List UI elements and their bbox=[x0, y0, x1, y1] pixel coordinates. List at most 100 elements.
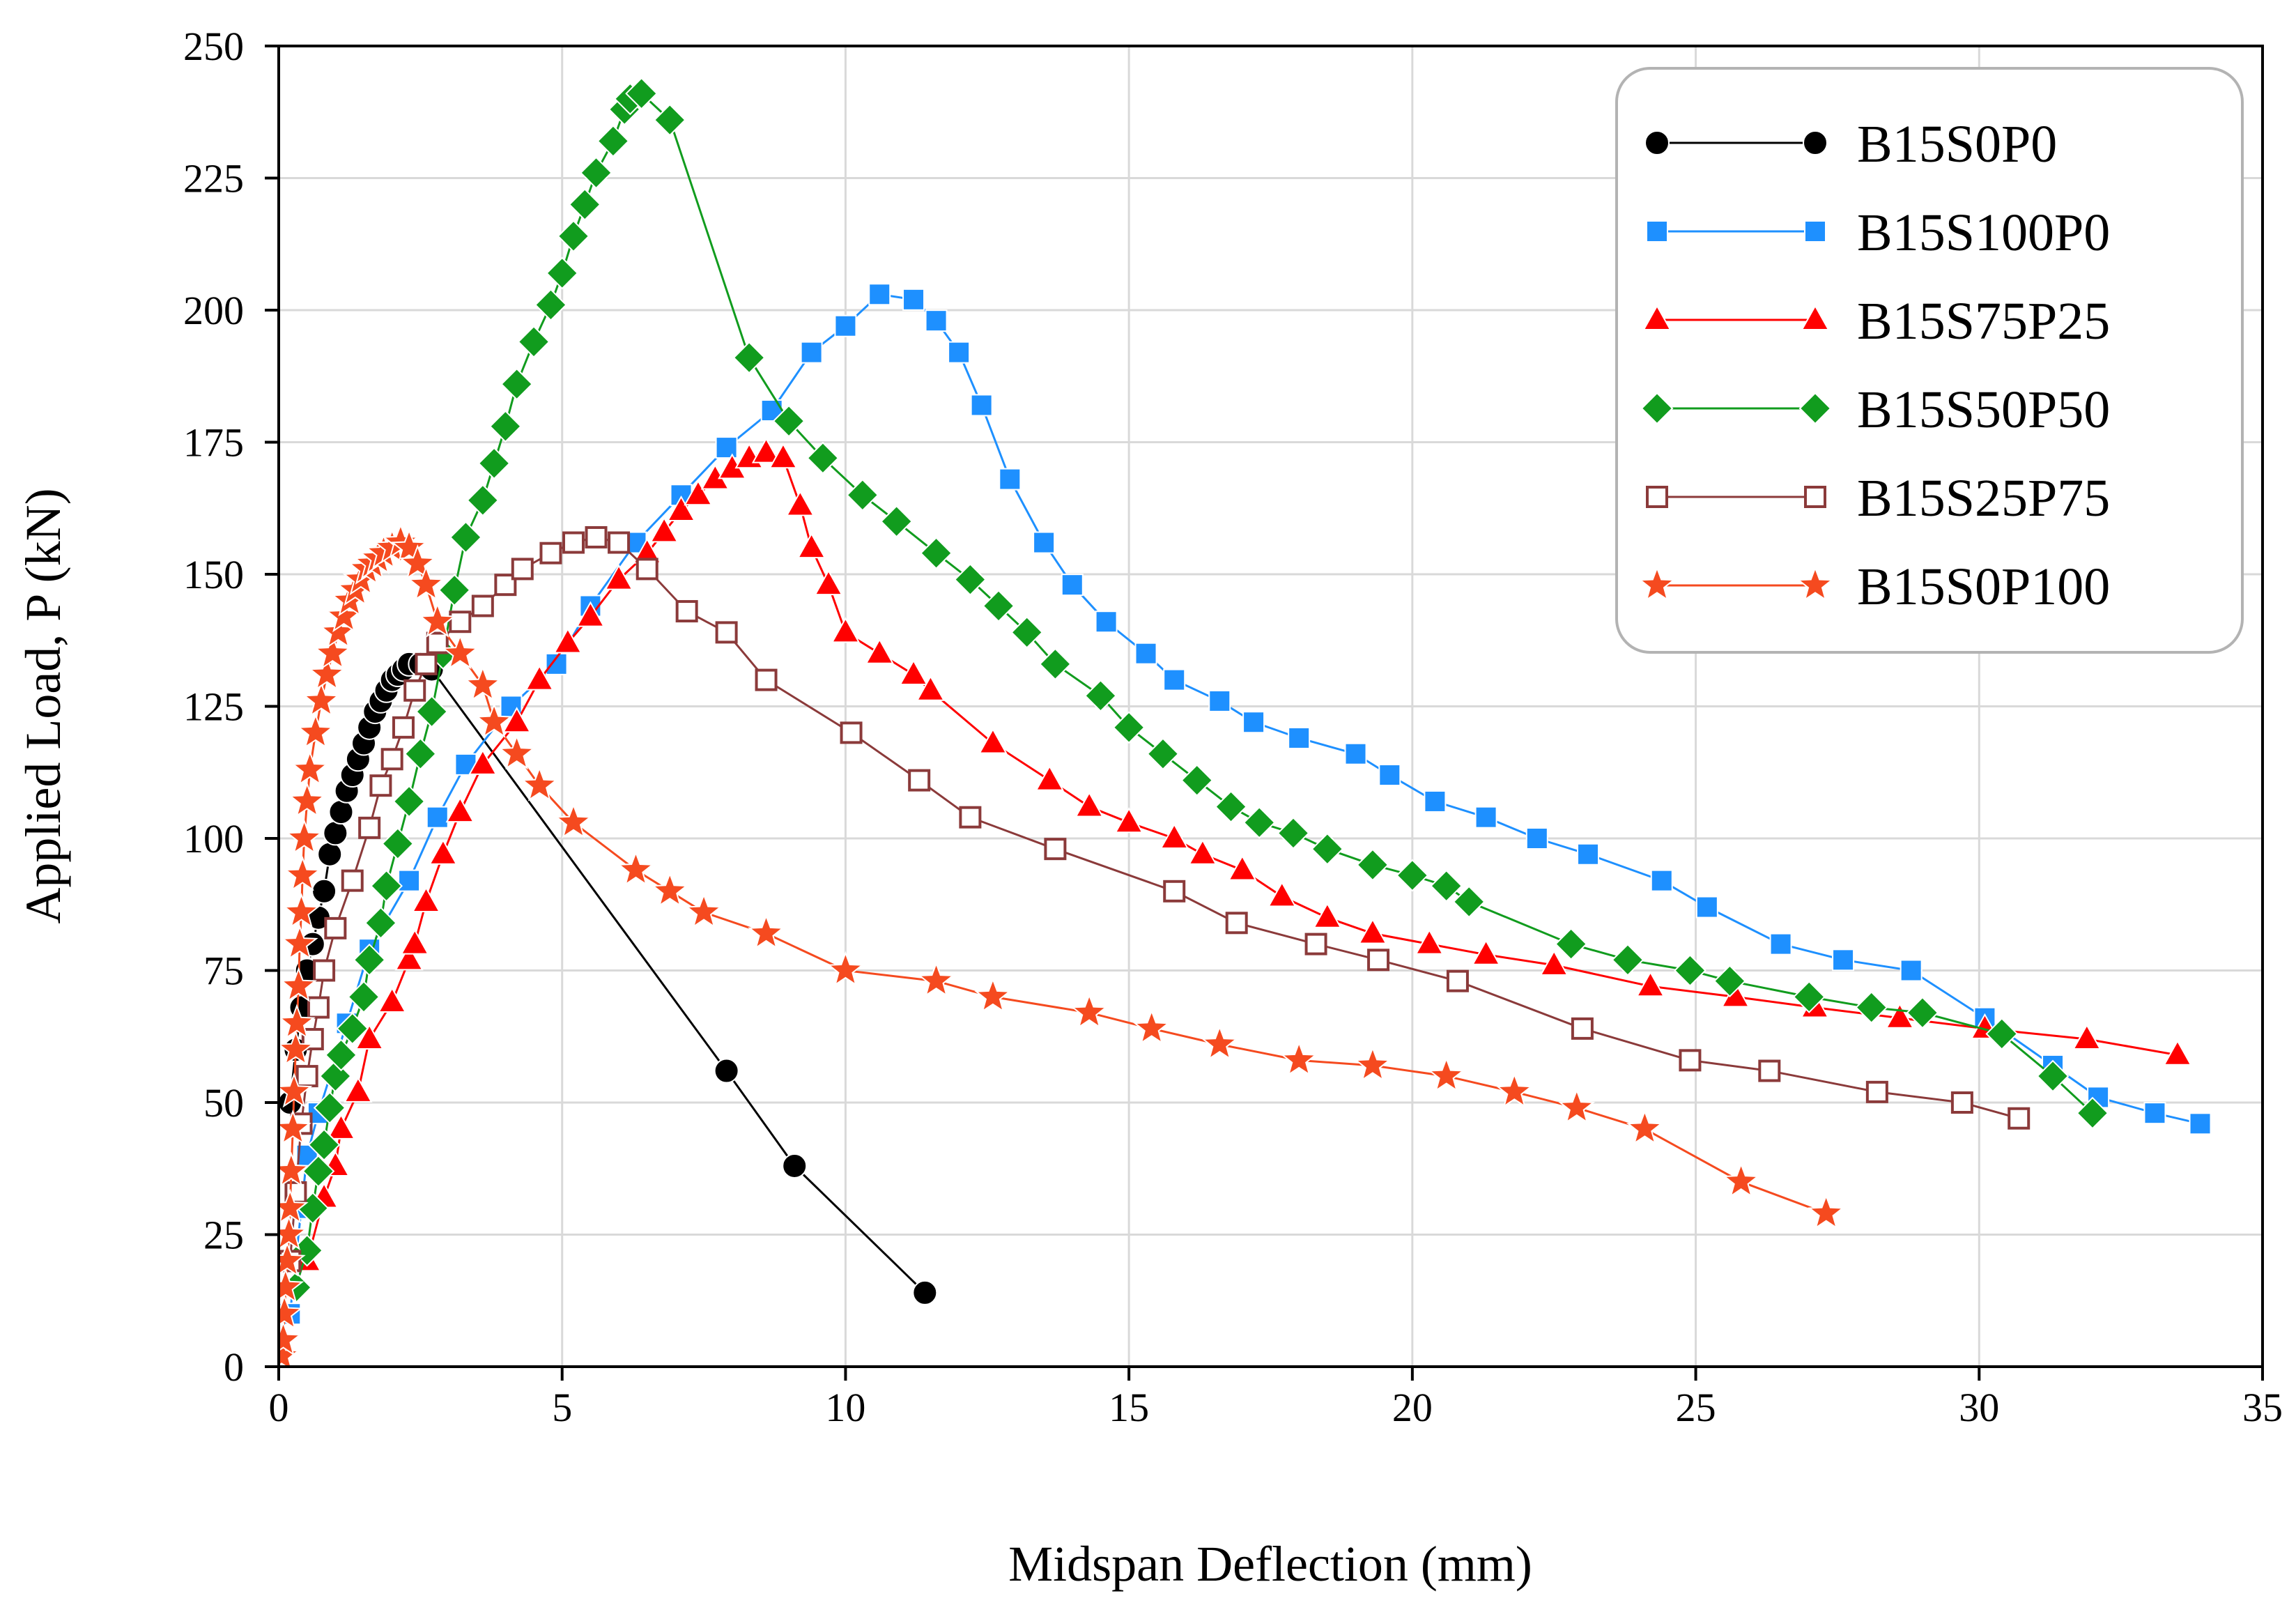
legend: B15S0P0 B15S100P0 B15S75P25 B15S50P50 B15S25… bbox=[1615, 67, 2244, 654]
data-point-B15S0P100 bbox=[419, 602, 456, 638]
data-point-B15S25P75 bbox=[675, 600, 698, 623]
data-point-B15S75P25 bbox=[785, 490, 815, 516]
data-point-B15S0P100 bbox=[1133, 1009, 1171, 1045]
data-point-B15S75P25 bbox=[1228, 854, 1257, 881]
data-point-B15S50P50 bbox=[1180, 764, 1214, 797]
data-point-B15S0P100 bbox=[382, 523, 419, 559]
data-point-B15S100P0 bbox=[1900, 959, 1923, 982]
data-point-B15S50P50 bbox=[364, 906, 397, 939]
legend-label: B15S25P75 bbox=[1857, 469, 2110, 528]
data-point-B15S25P75 bbox=[755, 668, 778, 691]
data-point-B15S100P0 bbox=[715, 436, 738, 459]
data-point-B15S25P75 bbox=[313, 959, 336, 982]
data-point-B15S50P50 bbox=[1452, 885, 1486, 919]
data-point-B15S0P0 bbox=[323, 820, 348, 846]
data-point-B15S75P25 bbox=[796, 532, 826, 559]
data-point-B15S25P75 bbox=[1571, 1017, 1594, 1040]
data-point-B15S0P100 bbox=[441, 634, 479, 670]
legend-marker bbox=[1798, 392, 1832, 425]
x-tick-label: 15 bbox=[1109, 1385, 1149, 1430]
data-point-B15S50P50 bbox=[806, 441, 840, 475]
data-point-B15S0P100 bbox=[1428, 1057, 1465, 1092]
legend-label: B15S0P0 bbox=[1857, 115, 2057, 174]
data-point-B15S50P50 bbox=[546, 256, 579, 290]
data-point-B15S25P75 bbox=[341, 869, 364, 892]
data-point-B15S75P25 bbox=[377, 986, 407, 1013]
data-point-B15S50P50 bbox=[466, 484, 500, 517]
data-point-B15S50P50 bbox=[2036, 1059, 2070, 1093]
data-point-B15S100P0 bbox=[2189, 1112, 2212, 1135]
data-point-B15S0P100 bbox=[279, 1321, 302, 1356]
data-point-B15S0P100 bbox=[1626, 1110, 1663, 1145]
data-point-B15S25P75 bbox=[1758, 1059, 1781, 1082]
data-point-B15S100P0 bbox=[1769, 932, 1792, 955]
legend-marker bbox=[1801, 304, 1830, 330]
data-point-B15S50P50 bbox=[381, 827, 415, 860]
data-point-B15S100P0 bbox=[426, 806, 449, 829]
data-point-B15S75P25 bbox=[1885, 1002, 1915, 1029]
data-point-B15S50P50 bbox=[403, 737, 437, 771]
data-point-B15S100P0 bbox=[1242, 711, 1265, 734]
series-B15S25P75 bbox=[279, 525, 2031, 1273]
data-point-B15S75P25 bbox=[751, 437, 781, 463]
data-point-B15S50P50 bbox=[415, 695, 449, 728]
data-point-B15S75P25 bbox=[769, 443, 798, 469]
data-point-B15S25P75 bbox=[415, 652, 438, 675]
data-point-B15S50P50 bbox=[477, 447, 511, 480]
data-point-B15S100P0 bbox=[1695, 896, 1718, 919]
data-point-B15S50P50 bbox=[1084, 679, 1117, 712]
data-point-B15S75P25 bbox=[468, 749, 498, 775]
data-point-B15S0P100 bbox=[748, 914, 785, 950]
x-tick-label: 25 bbox=[1676, 1385, 1716, 1430]
data-point-B15S75P25 bbox=[411, 886, 441, 912]
data-point-B15S0P100 bbox=[555, 803, 592, 838]
data-point-B15S0P100 bbox=[286, 819, 323, 854]
data-point-B15S50P50 bbox=[982, 590, 1015, 622]
legend-label: B15S100P0 bbox=[1857, 204, 2110, 262]
data-point-B15S25P75 bbox=[1865, 1080, 1888, 1103]
legend-label: B15S75P25 bbox=[1857, 292, 2110, 351]
data-point-B15S50P50 bbox=[500, 367, 534, 401]
data-point-B15S50P50 bbox=[392, 785, 426, 818]
data-point-B15S0P100 bbox=[1723, 1162, 1760, 1198]
data-point-B15S50P50 bbox=[1855, 991, 1888, 1024]
data-point-B15S50P50 bbox=[1713, 965, 1746, 998]
data-point-B15S25P75 bbox=[2008, 1107, 2031, 1130]
data-point-B15S75P25 bbox=[429, 838, 458, 865]
data-point-B15S0P0 bbox=[311, 878, 337, 904]
data-point-B15S75P25 bbox=[2163, 1039, 2192, 1066]
data-point-B15S0P100 bbox=[279, 1110, 311, 1145]
data-point-B15S0P100 bbox=[279, 1030, 314, 1066]
data-point-B15S0P100 bbox=[651, 871, 688, 907]
data-point-B15S25P75 bbox=[959, 806, 982, 829]
data-point-B15S75P25 bbox=[1114, 807, 1143, 834]
data-point-B15S50P50 bbox=[1112, 711, 1146, 744]
data-point-B15S100P0 bbox=[868, 283, 891, 306]
y-tick-label: 150 bbox=[183, 552, 244, 597]
data-point-B15S0P100 bbox=[617, 850, 654, 886]
legend-label: B15S50P50 bbox=[1857, 381, 2110, 439]
data-point-B15S0P100 bbox=[314, 634, 351, 670]
y-tick-label: 75 bbox=[203, 949, 244, 994]
data-point-B15S0P100 bbox=[1201, 1024, 1238, 1061]
data-point-B15S25P75 bbox=[392, 716, 415, 739]
data-point-B15S75P25 bbox=[684, 479, 713, 506]
data-point-B15S100P0 bbox=[970, 394, 993, 417]
data-point-B15S50P50 bbox=[1555, 928, 1588, 961]
data-point-B15S50P50 bbox=[2076, 1096, 2109, 1130]
data-point-B15S100P0 bbox=[1424, 790, 1447, 813]
data-point-B15S0P100 bbox=[279, 1268, 305, 1303]
data-point-B15S50P50 bbox=[557, 220, 590, 253]
data-point-B15S0P100 bbox=[521, 766, 558, 801]
data-point-B15S0P100 bbox=[291, 750, 329, 786]
data-point-B15S0P100 bbox=[685, 893, 723, 928]
data-point-B15S50P50 bbox=[732, 341, 766, 374]
data-point-B15S100P0 bbox=[1061, 574, 1084, 597]
data-point-B15S100P0 bbox=[1344, 742, 1367, 765]
data-point-B15S75P25 bbox=[831, 617, 861, 643]
data-point-B15S50P50 bbox=[953, 563, 987, 596]
data-point-B15S0P100 bbox=[302, 682, 340, 717]
legend-marker bbox=[1646, 220, 1668, 243]
data-point-B15S50P50 bbox=[920, 537, 953, 570]
